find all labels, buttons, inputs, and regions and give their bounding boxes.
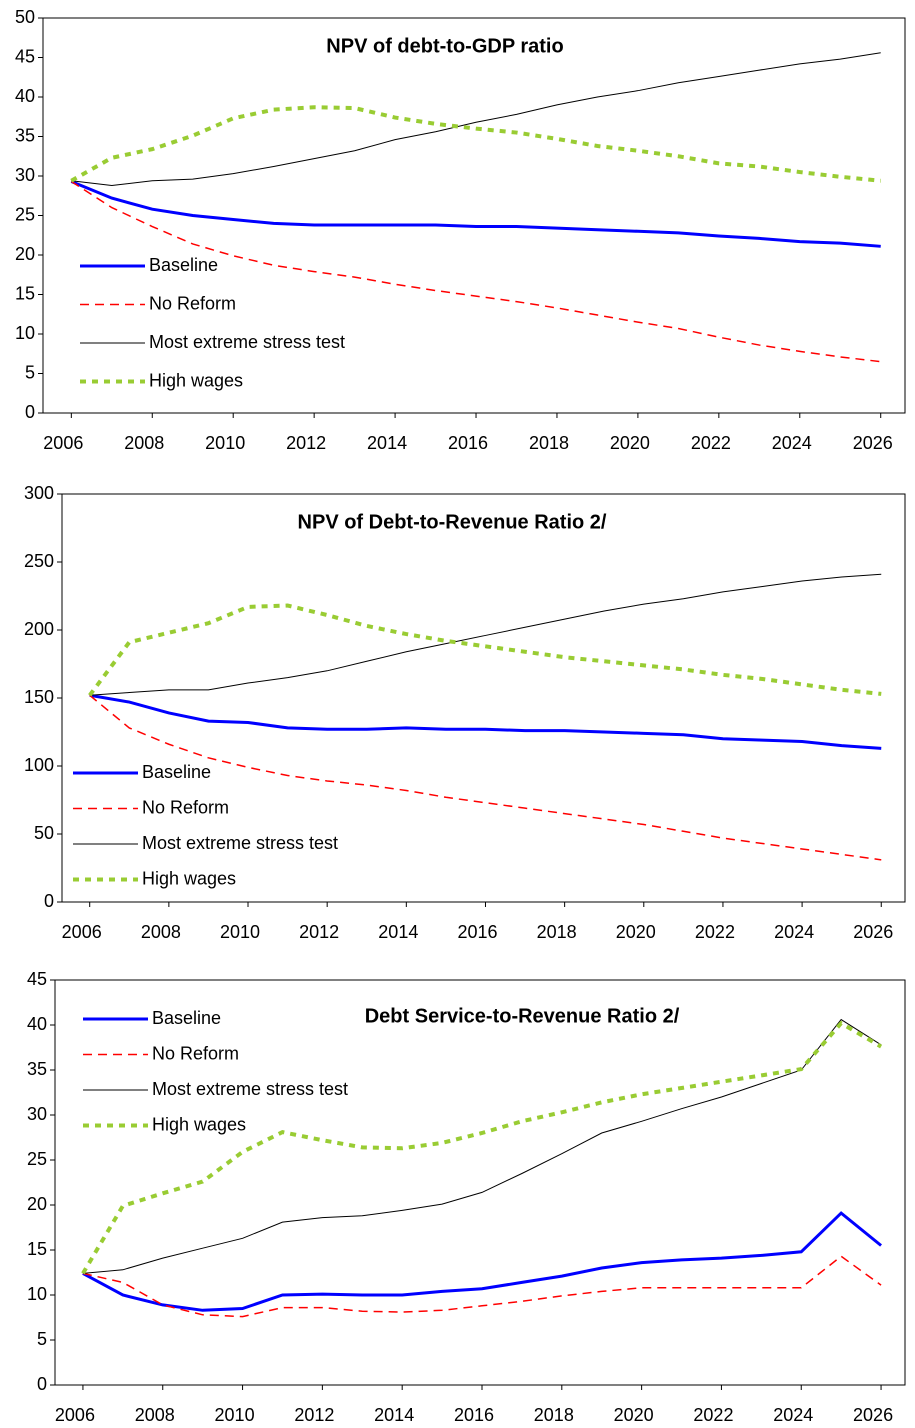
legend-label: Baseline bbox=[152, 1008, 221, 1028]
x-tick-label: 2026 bbox=[853, 922, 893, 942]
x-tick-label: 2010 bbox=[205, 433, 245, 453]
legend-label: High wages bbox=[152, 1114, 246, 1134]
x-tick-label: 2010 bbox=[220, 922, 260, 942]
x-tick-label: 2022 bbox=[691, 433, 731, 453]
legend-label: Baseline bbox=[149, 255, 218, 275]
y-tick-label: 30 bbox=[15, 165, 35, 185]
x-tick-label: 2024 bbox=[773, 1405, 813, 1425]
x-tick-label: 2016 bbox=[454, 1405, 494, 1425]
x-tick-label: 2014 bbox=[378, 922, 418, 942]
x-tick-label: 2006 bbox=[62, 922, 102, 942]
x-tick-label: 2022 bbox=[695, 922, 735, 942]
y-tick-label: 15 bbox=[27, 1239, 47, 1259]
legend-label: High wages bbox=[142, 868, 236, 888]
series-line bbox=[89, 694, 882, 861]
y-tick-label: 40 bbox=[27, 1014, 47, 1034]
x-tick-label: 2018 bbox=[534, 1405, 574, 1425]
legend-label: Most extreme stress test bbox=[149, 332, 345, 352]
y-tick-label: 20 bbox=[15, 244, 35, 264]
x-tick-label: 2006 bbox=[43, 433, 83, 453]
series-line bbox=[81, 1020, 883, 1275]
series-line bbox=[89, 573, 882, 696]
chart-title: NPV of debt-to-GDP ratio bbox=[326, 35, 563, 57]
x-tick-label: 2006 bbox=[55, 1405, 95, 1425]
y-tick-label: 30 bbox=[27, 1104, 47, 1124]
x-tick-label: 2026 bbox=[853, 1405, 893, 1425]
y-tick-label: 10 bbox=[27, 1284, 47, 1304]
x-tick-label: 2020 bbox=[616, 922, 656, 942]
y-tick-label: 35 bbox=[15, 125, 35, 145]
series-line bbox=[70, 105, 881, 183]
y-tick-label: 5 bbox=[37, 1329, 47, 1349]
x-tick-label: 2016 bbox=[457, 922, 497, 942]
y-tick-label: 50 bbox=[15, 7, 35, 27]
x-tick-label: 2010 bbox=[215, 1405, 255, 1425]
x-tick-label: 2026 bbox=[853, 433, 893, 453]
y-tick-label: 20 bbox=[27, 1194, 47, 1214]
legend-label: Baseline bbox=[142, 762, 211, 782]
x-tick-label: 2016 bbox=[448, 433, 488, 453]
y-tick-label: 150 bbox=[24, 687, 54, 707]
legend-label: Most extreme stress test bbox=[152, 1079, 348, 1099]
series-line bbox=[89, 693, 882, 750]
legend-label: No Reform bbox=[149, 293, 236, 313]
plot-frame bbox=[42, 17, 906, 414]
x-tick-label: 2012 bbox=[299, 922, 339, 942]
legend-label: No Reform bbox=[152, 1043, 239, 1063]
x-tick-label: 2014 bbox=[367, 433, 407, 453]
series-line bbox=[88, 603, 882, 697]
x-tick-label: 2008 bbox=[135, 1405, 175, 1425]
chart-title: NPV of Debt-to-Revenue Ratio 2/ bbox=[298, 511, 607, 533]
y-tick-label: 35 bbox=[27, 1059, 47, 1079]
x-tick-label: 2022 bbox=[693, 1405, 733, 1425]
y-tick-label: 25 bbox=[15, 204, 35, 224]
series-line bbox=[70, 180, 881, 363]
y-tick-label: 0 bbox=[37, 1374, 47, 1394]
x-tick-label: 2024 bbox=[774, 922, 814, 942]
y-tick-label: 45 bbox=[15, 46, 35, 66]
x-tick-label: 2008 bbox=[124, 433, 164, 453]
y-tick-label: 0 bbox=[25, 402, 35, 422]
y-tick-label: 25 bbox=[27, 1149, 47, 1169]
y-tick-label: 200 bbox=[24, 619, 54, 639]
y-tick-label: 300 bbox=[24, 483, 54, 503]
y-tick-label: 40 bbox=[15, 86, 35, 106]
series-line bbox=[82, 1018, 882, 1274]
legend-label: No Reform bbox=[142, 797, 229, 817]
y-tick-label: 15 bbox=[15, 283, 35, 303]
x-tick-label: 2012 bbox=[286, 433, 326, 453]
x-tick-label: 2020 bbox=[614, 1405, 654, 1425]
y-tick-label: 250 bbox=[24, 551, 54, 571]
y-tick-label: 50 bbox=[34, 823, 54, 843]
x-tick-label: 2020 bbox=[610, 433, 650, 453]
series-line bbox=[82, 1211, 883, 1312]
legend-label: High wages bbox=[149, 370, 243, 390]
y-tick-label: 10 bbox=[15, 323, 35, 343]
x-tick-label: 2018 bbox=[537, 922, 577, 942]
x-tick-label: 2018 bbox=[529, 433, 569, 453]
x-tick-label: 2024 bbox=[772, 433, 812, 453]
y-tick-label: 5 bbox=[25, 362, 35, 382]
x-tick-label: 2008 bbox=[141, 922, 181, 942]
series-line bbox=[71, 52, 881, 186]
y-tick-label: 45 bbox=[27, 969, 47, 989]
chart-title: Debt Service-to-Revenue Ratio 2/ bbox=[365, 1005, 680, 1027]
plot-frame bbox=[54, 979, 906, 1386]
y-tick-label: 0 bbox=[44, 891, 54, 911]
x-tick-label: 2012 bbox=[294, 1405, 334, 1425]
x-tick-label: 2014 bbox=[374, 1405, 414, 1425]
series-line bbox=[82, 1255, 882, 1318]
legend-label: Most extreme stress test bbox=[142, 833, 338, 853]
y-tick-label: 100 bbox=[24, 755, 54, 775]
series-line bbox=[70, 180, 881, 248]
